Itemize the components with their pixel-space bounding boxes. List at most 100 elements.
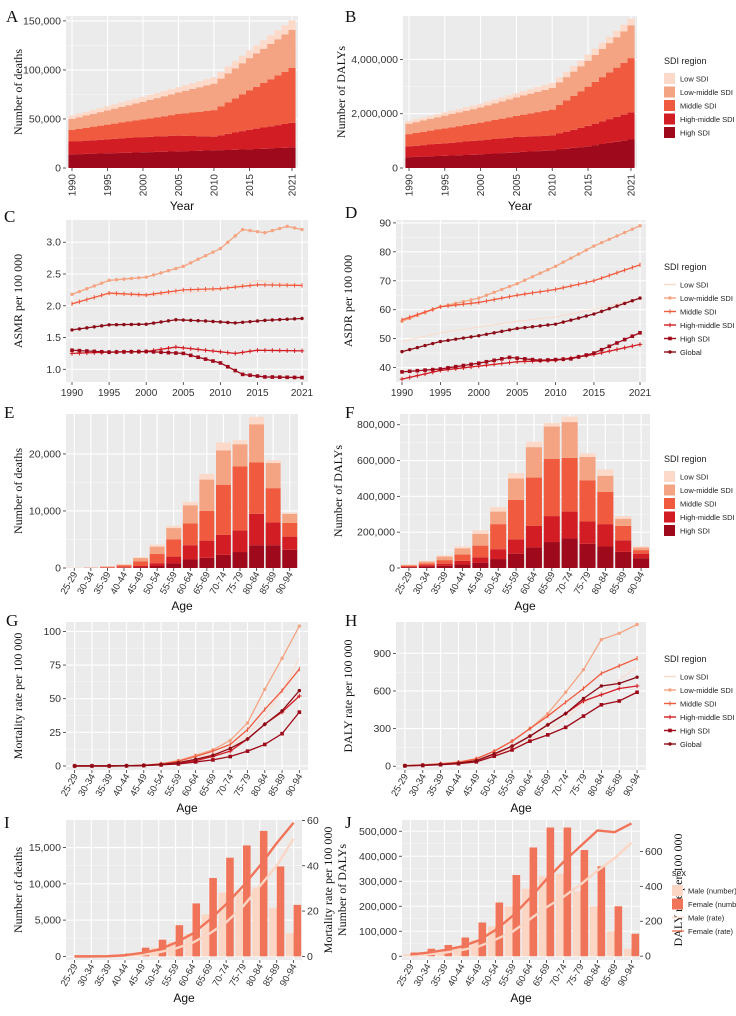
bar-middle-sdi	[116, 565, 132, 568]
point-marker	[218, 320, 223, 324]
point-marker	[278, 226, 282, 231]
point-marker	[510, 748, 514, 752]
bar-low-middle-sdi	[249, 424, 265, 463]
point-marker	[453, 364, 458, 369]
legend-item-high-middle-sdi: High-middle SDI	[664, 511, 735, 523]
point-marker	[292, 375, 297, 380]
point-marker	[474, 758, 479, 763]
legend-item-female-number: Female (number)	[672, 898, 736, 910]
bar-high-middle-sdi	[579, 521, 596, 544]
bar-female-number	[259, 830, 268, 957]
x-tick-label: 2000	[476, 174, 487, 197]
point-marker	[635, 690, 639, 695]
y-axis-title: Number of deaths	[11, 847, 25, 933]
y-axis-title: ASMR per 100 000	[11, 254, 25, 348]
point-marker	[189, 261, 193, 265]
point-marker	[515, 281, 519, 286]
legend-item-high-sdi: High SDI	[664, 727, 710, 736]
point-marker	[255, 374, 260, 378]
bar-middle-sdi	[454, 554, 471, 561]
bar-high-middle-sdi	[166, 556, 182, 564]
point-marker	[211, 319, 215, 324]
panel-letter-b: B	[345, 7, 356, 26]
series-global	[400, 296, 642, 354]
point-marker	[72, 764, 77, 768]
bar-middle-sdi	[508, 499, 525, 540]
point-marker	[77, 289, 82, 294]
point-marker	[630, 334, 635, 338]
legend-label: Low-middle SDI	[680, 294, 733, 303]
y-tick-label: 25	[49, 727, 61, 739]
point-marker	[70, 348, 74, 353]
point-marker	[561, 320, 565, 324]
point-marker	[233, 368, 238, 373]
y-right-tick-label: 400	[645, 881, 663, 893]
legend-item-middle-sdi: Middle SDI	[664, 100, 717, 111]
point-marker	[576, 252, 581, 256]
bar-low-sdi	[265, 460, 281, 464]
bar-female-number	[631, 933, 640, 957]
legend-label: High SDI	[680, 727, 710, 736]
point-marker	[630, 299, 635, 303]
y-tick-label: 2,000,000	[351, 108, 398, 120]
point-marker	[528, 734, 532, 738]
point-marker	[77, 327, 82, 331]
bar-low-middle-sdi	[400, 564, 417, 566]
point-marker	[638, 331, 642, 335]
point-marker	[500, 357, 504, 361]
point-marker	[456, 761, 461, 765]
area-high-middle-sdi	[405, 112, 635, 158]
bar-high-sdi	[454, 564, 471, 568]
bar-low-sdi	[418, 560, 435, 562]
point-marker	[99, 349, 104, 354]
point-marker	[507, 355, 512, 360]
point-marker	[270, 318, 275, 322]
point-marker	[622, 337, 627, 342]
series-line	[401, 264, 641, 321]
point-marker	[581, 696, 586, 701]
bar-low-middle-sdi	[472, 533, 489, 546]
bar-low-middle-sdi	[490, 511, 507, 525]
x-tick-label: 90-94	[278, 962, 300, 989]
y-axis-title: DALY rate per 100 000	[341, 640, 355, 753]
point-marker	[599, 240, 604, 245]
point-marker	[431, 341, 435, 346]
bar-male-number	[285, 933, 294, 957]
point-marker	[218, 246, 223, 251]
x-tick-label: 30-34	[411, 570, 433, 597]
legend-label: Low SDI	[680, 281, 708, 290]
y-tick-label: 0	[392, 163, 398, 175]
panel-J: 0 100,000 200,000 300,000 400,000 500,000 Numb…	[335, 820, 685, 1005]
point-marker	[569, 318, 573, 322]
y-tick-label: 3.0	[46, 237, 61, 249]
bar-male-number	[589, 906, 598, 957]
legend-item-low-sdi: Low SDI	[664, 281, 708, 290]
bar-high-middle-sdi	[249, 513, 265, 546]
point-marker	[233, 234, 237, 238]
x-tick-label: 40-44	[443, 772, 465, 799]
panel-letter-c: C	[4, 207, 15, 226]
point-marker	[226, 240, 230, 244]
y-tick-label: 200,000	[359, 901, 397, 913]
area-high-middle-sdi	[68, 122, 296, 155]
point-marker	[166, 319, 171, 323]
x-tick-label: 1990	[61, 388, 84, 399]
bar-high-middle-sdi	[265, 522, 281, 546]
bar-low-sdi	[633, 546, 650, 548]
area-high-sdi	[405, 139, 635, 168]
legend-item-male-number: Male (number)	[672, 885, 736, 896]
point-marker	[576, 355, 581, 359]
bar-female-number	[580, 850, 589, 957]
series-line	[71, 284, 303, 305]
point-marker	[569, 256, 573, 260]
bar-high-middle-sdi	[490, 549, 507, 560]
legend-label: High-middle SDI	[680, 115, 735, 124]
area-high-sdi	[68, 147, 296, 168]
bar-high-middle-sdi	[436, 563, 453, 566]
legend-label: Male (rate)	[688, 914, 725, 923]
point-marker	[523, 325, 527, 330]
bar-high-sdi	[525, 547, 542, 568]
bar-middle-sdi	[436, 560, 453, 564]
bar-male-number	[252, 887, 260, 957]
